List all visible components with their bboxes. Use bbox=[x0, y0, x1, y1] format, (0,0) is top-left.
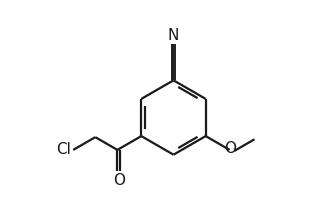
Text: O: O bbox=[113, 173, 125, 188]
Text: O: O bbox=[224, 141, 237, 156]
Text: N: N bbox=[168, 28, 179, 43]
Text: Cl: Cl bbox=[56, 141, 71, 157]
